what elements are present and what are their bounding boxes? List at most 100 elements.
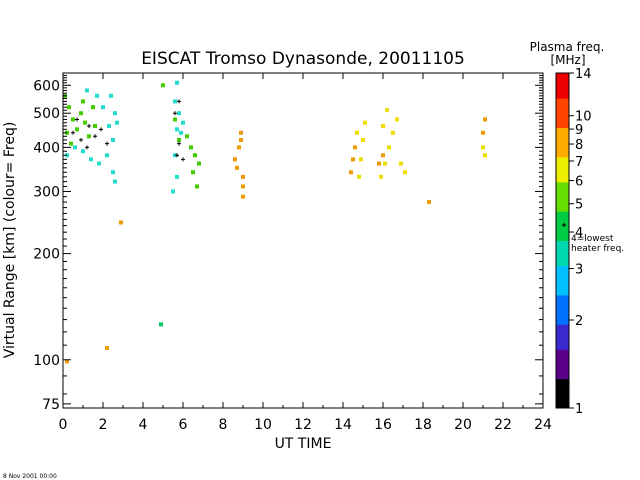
colorbar-band bbox=[556, 186, 569, 191]
x-tick-label: 0 bbox=[59, 417, 68, 433]
data-point bbox=[399, 161, 403, 166]
data-point bbox=[79, 111, 83, 116]
colorbar-band bbox=[556, 345, 569, 350]
colorbar-band bbox=[556, 361, 569, 367]
data-point bbox=[161, 83, 165, 88]
colorbar-band bbox=[556, 353, 569, 359]
data-point bbox=[65, 359, 69, 364]
data-point bbox=[481, 130, 485, 135]
colorbar-band bbox=[556, 324, 569, 329]
colorbar-band bbox=[556, 202, 569, 208]
data-point bbox=[241, 194, 245, 199]
x-tick-label: 18 bbox=[414, 417, 432, 433]
colorbar-band bbox=[556, 387, 569, 392]
colorbar-tick-label: 1 bbox=[575, 402, 583, 417]
x-tick-label: 12 bbox=[294, 417, 312, 433]
data-point bbox=[95, 93, 99, 98]
colorbar-band bbox=[556, 282, 569, 288]
x-tick-label: 4 bbox=[139, 417, 148, 433]
colorbar-band bbox=[556, 144, 569, 149]
data-point bbox=[483, 153, 487, 158]
colorbar-band bbox=[556, 89, 569, 95]
colorbar-band bbox=[556, 294, 569, 300]
colorbar-band bbox=[556, 102, 569, 107]
data-point bbox=[351, 157, 355, 162]
colorbar-tick-label: 2 bbox=[575, 314, 583, 329]
colorbar-band bbox=[556, 320, 569, 325]
data-point bbox=[105, 153, 109, 158]
colorbar-band bbox=[556, 152, 569, 158]
data-point bbox=[239, 137, 243, 142]
data-point bbox=[391, 130, 395, 135]
data-point bbox=[111, 170, 115, 175]
colorbar-marker-label: 4=lowest bbox=[571, 234, 614, 244]
colorbar-band bbox=[556, 332, 569, 338]
colorbar-band bbox=[556, 240, 569, 246]
colorbar-band bbox=[556, 148, 569, 154]
colorbar-band bbox=[556, 219, 569, 225]
data-point bbox=[119, 220, 123, 225]
data-point-marker bbox=[79, 137, 83, 142]
colorbar-band bbox=[556, 85, 569, 91]
data-point bbox=[69, 141, 73, 146]
colorbar-band bbox=[556, 114, 569, 120]
data-point bbox=[195, 184, 199, 189]
colorbar-band bbox=[556, 81, 569, 87]
data-point bbox=[377, 161, 381, 166]
colorbar-gradient bbox=[556, 73, 569, 409]
x-tick-label: 6 bbox=[179, 417, 188, 433]
colorbar-tick-label: 4 bbox=[575, 226, 583, 241]
colorbar-band bbox=[556, 135, 569, 141]
data-point bbox=[175, 127, 179, 132]
data-point bbox=[353, 145, 357, 150]
data-point-marker bbox=[71, 130, 75, 135]
data-point bbox=[349, 170, 353, 175]
colorbar-tick-label: 14 bbox=[575, 67, 592, 82]
colorbar-band bbox=[556, 232, 569, 237]
data-point bbox=[383, 161, 387, 166]
colorbar-band bbox=[556, 290, 569, 296]
data-point-marker bbox=[85, 145, 89, 150]
colorbar-band bbox=[556, 253, 569, 258]
data-point bbox=[379, 174, 383, 179]
colorbar-tick-label: 3 bbox=[575, 263, 583, 278]
colorbar-band bbox=[556, 177, 569, 183]
colorbar-band bbox=[556, 123, 569, 128]
data-point bbox=[85, 88, 89, 93]
data-point-marker bbox=[99, 127, 103, 132]
data-point bbox=[107, 123, 111, 128]
data-point bbox=[101, 105, 105, 110]
colorbar-band bbox=[556, 269, 569, 275]
data-point-marker bbox=[177, 99, 181, 104]
colorbar-band bbox=[556, 370, 569, 375]
colorbar-band bbox=[556, 278, 569, 283]
data-point bbox=[75, 127, 79, 132]
colorbar-band bbox=[556, 274, 569, 279]
data-point bbox=[89, 157, 93, 162]
x-tick-label: 14 bbox=[334, 417, 352, 433]
x-tick-label: 2 bbox=[99, 417, 108, 433]
data-point bbox=[91, 105, 95, 110]
data-point bbox=[83, 120, 87, 125]
y-tick-label: 75 bbox=[42, 397, 60, 413]
data-point bbox=[113, 179, 117, 184]
colorbar-band bbox=[556, 286, 569, 292]
data-point bbox=[93, 123, 97, 128]
colorbar-band bbox=[556, 403, 569, 409]
data-point bbox=[361, 137, 365, 142]
x-tick-label: 16 bbox=[374, 417, 392, 433]
data-point bbox=[363, 120, 367, 125]
data-point bbox=[381, 123, 385, 128]
colorbar-marker-sublabel: heater freq. bbox=[571, 244, 624, 254]
y-axis-label: Virtual Range [km] (colour= Freq) bbox=[2, 122, 18, 359]
colorbar-band bbox=[556, 366, 569, 371]
data-point bbox=[171, 189, 175, 194]
data-point bbox=[175, 80, 179, 85]
y-tick-label: 600 bbox=[33, 78, 60, 94]
data-point bbox=[387, 145, 391, 150]
data-point bbox=[181, 120, 185, 125]
colorbar-band bbox=[556, 93, 569, 99]
colorbar-band bbox=[556, 98, 569, 103]
colorbar-heater-marker bbox=[562, 223, 566, 228]
